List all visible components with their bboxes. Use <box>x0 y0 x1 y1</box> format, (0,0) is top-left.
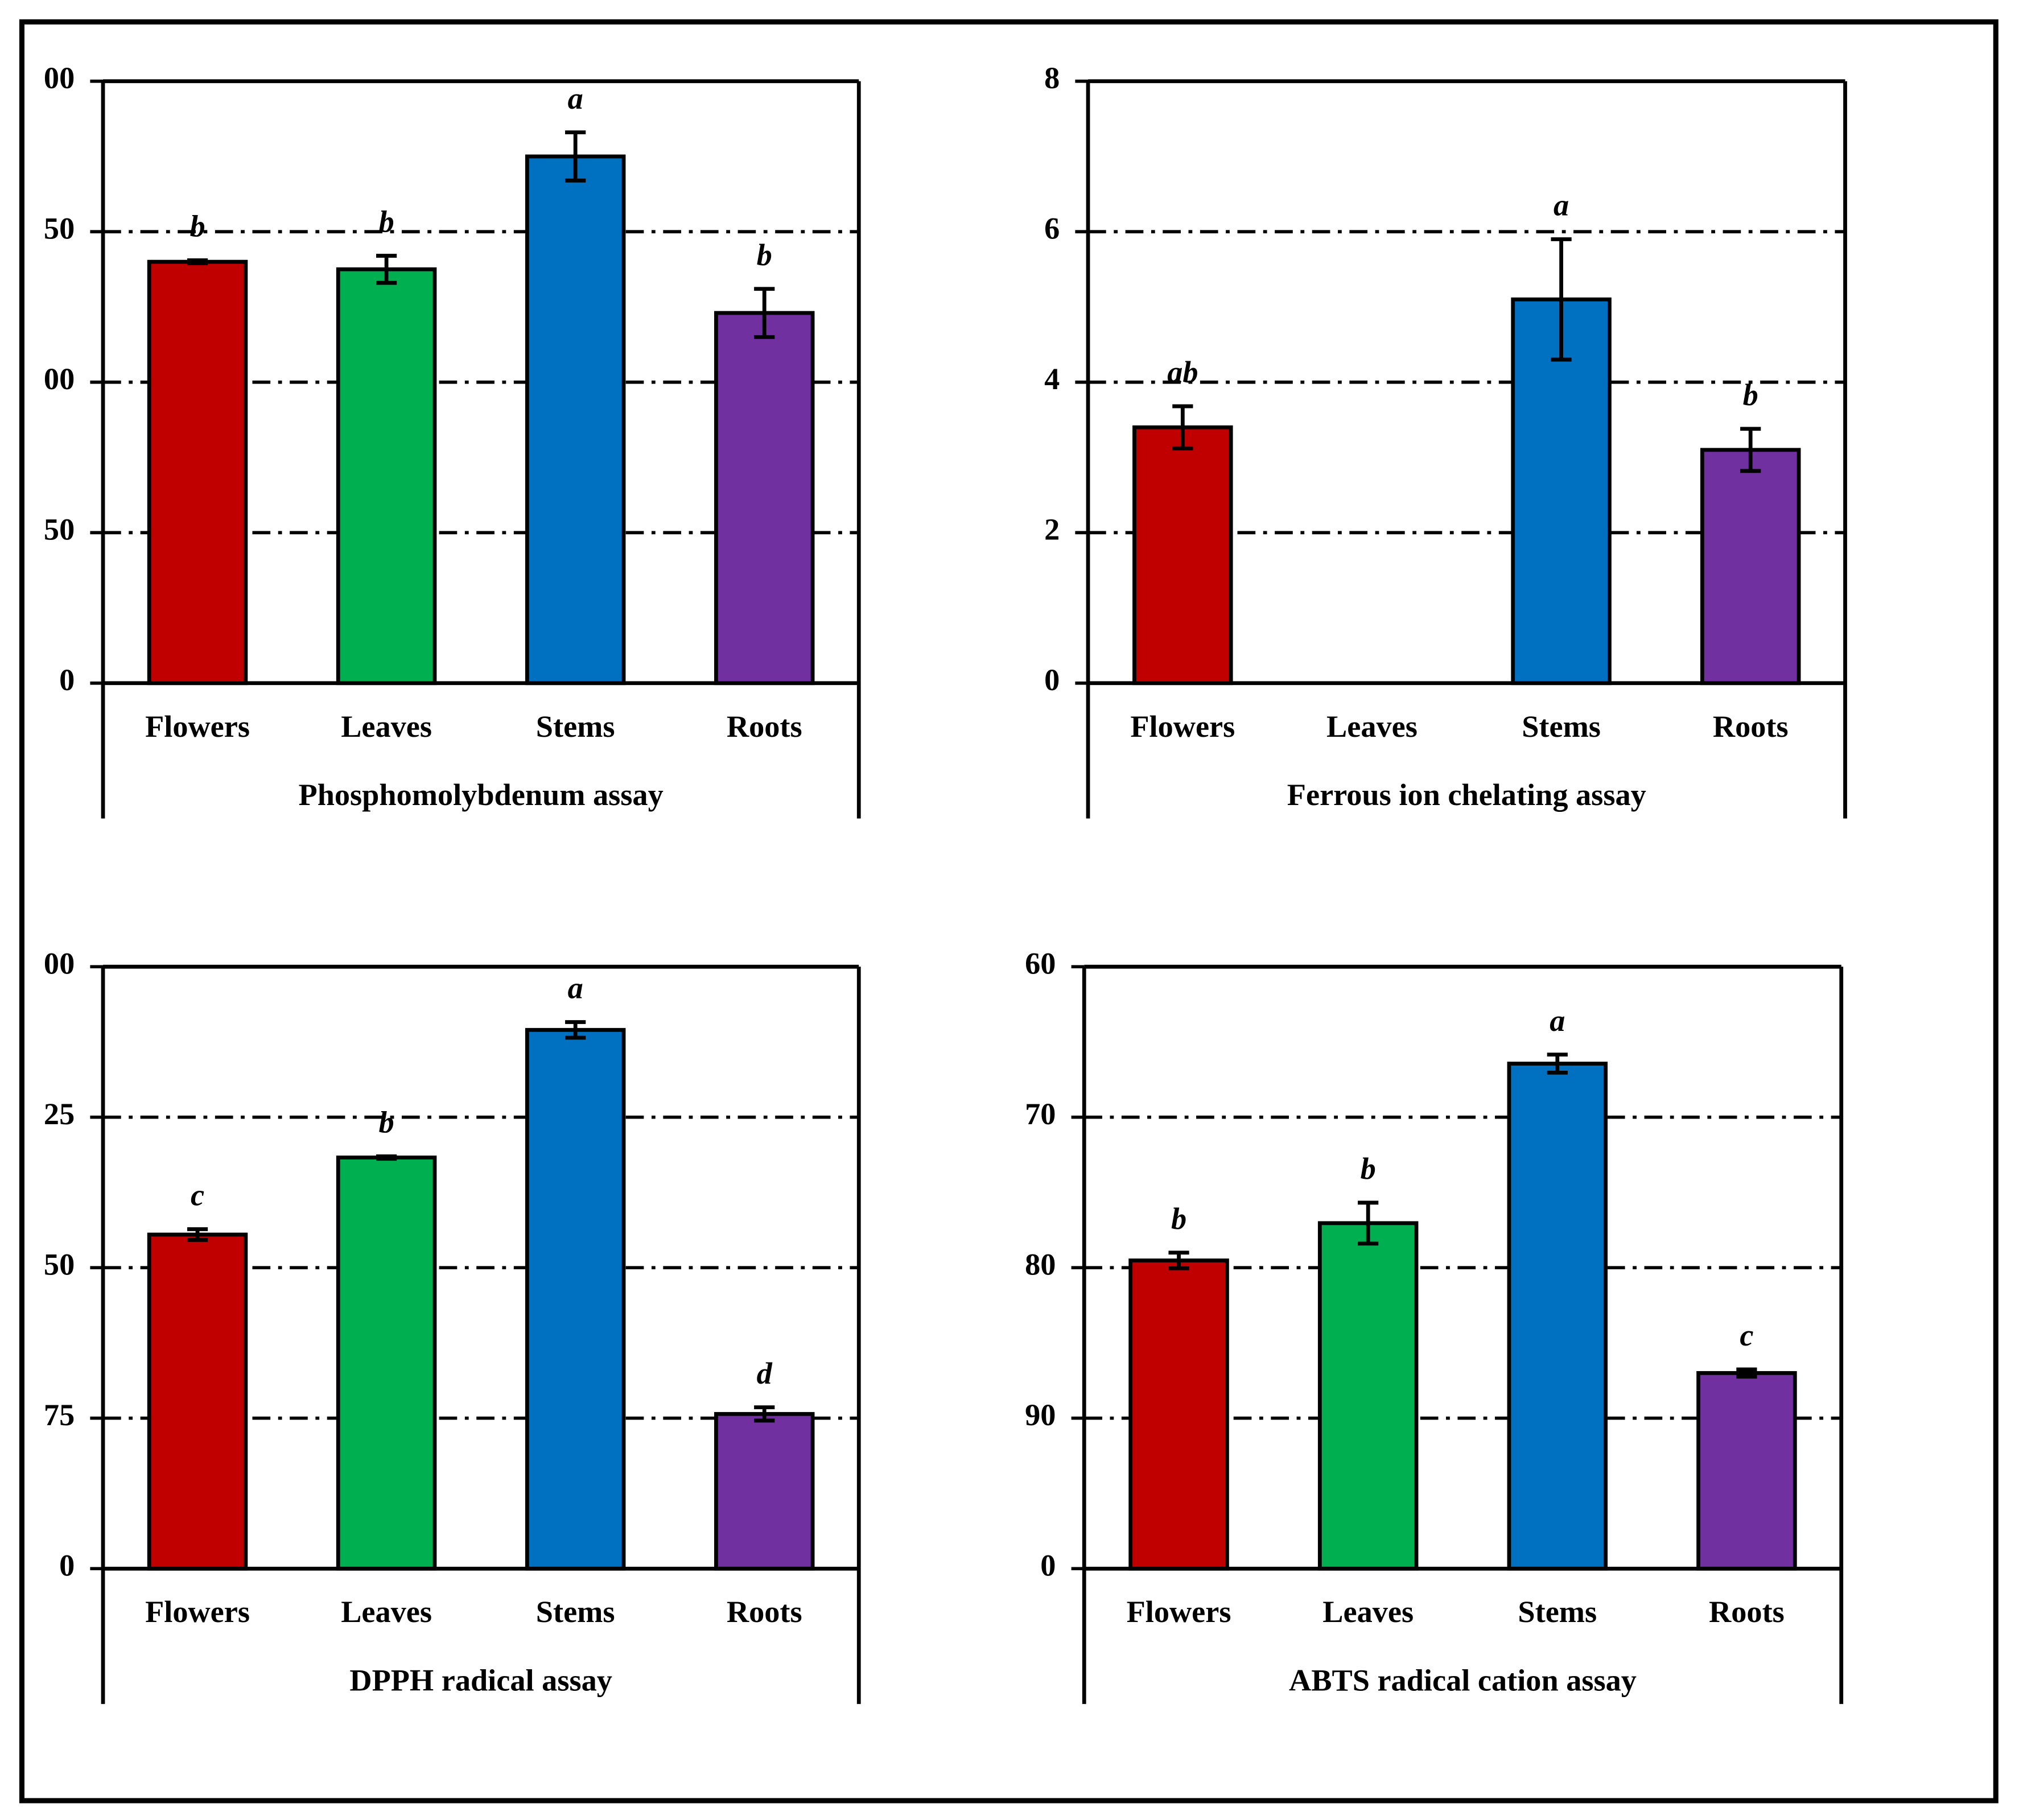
bar <box>525 154 626 686</box>
x-axis-title: Phosphomolybdenum assay <box>299 778 664 812</box>
x-tick-label: Roots <box>1709 1595 1785 1629</box>
bar <box>336 267 437 686</box>
significance-letter: b <box>757 238 772 272</box>
x-tick-label: Flowers <box>1130 709 1235 744</box>
bar <box>525 1027 626 1571</box>
y-tick-label: 50 <box>44 1248 75 1282</box>
y-tick-label: 0 <box>59 1549 75 1583</box>
significance-letter: b <box>1171 1202 1186 1236</box>
y-tick-label: 2 <box>1044 513 1060 547</box>
significance-letter: a <box>568 971 583 1005</box>
significance-letter: b <box>1743 378 1758 412</box>
y-tick-label: 80 <box>1025 1248 1056 1282</box>
x-tick-label: Leaves <box>1322 1595 1414 1629</box>
x-tick-label: Stems <box>536 1595 615 1629</box>
x-tick-label: Leaves <box>341 709 432 744</box>
bar <box>714 1412 815 1571</box>
bar <box>714 311 815 686</box>
y-tick-label: 50 <box>44 212 75 246</box>
y-tick-label: 6 <box>1044 212 1060 246</box>
significance-letter: b <box>379 205 394 239</box>
x-tick-label: Flowers <box>1127 1595 1231 1629</box>
significance-letter: b <box>379 1105 394 1140</box>
significance-letter: a <box>568 81 583 115</box>
significance-letter: c <box>191 1178 204 1212</box>
bar <box>1696 1371 1797 1571</box>
bar <box>147 259 248 686</box>
bar <box>1128 1258 1229 1571</box>
bar <box>1317 1221 1419 1571</box>
y-tick-label: 00 <box>44 61 75 95</box>
figure-border <box>19 19 1999 1804</box>
x-tick-label: Leaves <box>1326 709 1418 744</box>
x-tick-label: Stems <box>1522 709 1601 744</box>
x-tick-label: Stems <box>536 709 615 744</box>
x-axis-title: DPPH radical assay <box>349 1663 612 1697</box>
x-axis-title: Ferrous ion chelating assay <box>1287 778 1646 812</box>
significance-letter: b <box>189 209 205 244</box>
y-tick-label: 0 <box>1044 663 1060 697</box>
y-tick-label: 25 <box>44 1097 75 1131</box>
bar <box>147 1232 248 1571</box>
bar <box>336 1155 437 1571</box>
y-tick-label: 90 <box>1025 1398 1056 1432</box>
significance-letter: d <box>757 1356 773 1390</box>
y-tick-label: 8 <box>1044 61 1060 95</box>
y-tick-label: 00 <box>44 947 75 981</box>
y-tick-label: 4 <box>1044 362 1060 396</box>
x-tick-label: Leaves <box>341 1595 432 1629</box>
bar <box>1511 297 1612 686</box>
y-tick-label: 0 <box>1040 1549 1056 1583</box>
y-tick-label: 00 <box>44 362 75 396</box>
y-tick-label: 70 <box>1025 1097 1056 1131</box>
y-tick-label: 50 <box>44 513 75 547</box>
significance-letter: a <box>1554 188 1569 222</box>
x-tick-label: Flowers <box>145 709 250 744</box>
significance-letter: b <box>1361 1152 1376 1186</box>
significance-letter: ab <box>1167 355 1198 389</box>
x-tick-label: Stems <box>1518 1595 1597 1629</box>
x-axis-title: ABTS radical cation assay <box>1289 1663 1637 1697</box>
significance-letter: a <box>1550 1004 1565 1038</box>
x-tick-label: Roots <box>727 709 802 744</box>
bar <box>1507 1062 1608 1571</box>
y-tick-label: 60 <box>1025 947 1056 981</box>
y-tick-label: 75 <box>44 1398 75 1432</box>
x-tick-label: Roots <box>1713 709 1789 744</box>
significance-letter: c <box>1740 1318 1753 1352</box>
x-tick-label: Flowers <box>145 1595 250 1629</box>
y-tick-label: 0 <box>59 663 75 697</box>
bar <box>1132 425 1233 686</box>
bar <box>1700 448 1801 686</box>
x-tick-label: Roots <box>727 1595 802 1629</box>
